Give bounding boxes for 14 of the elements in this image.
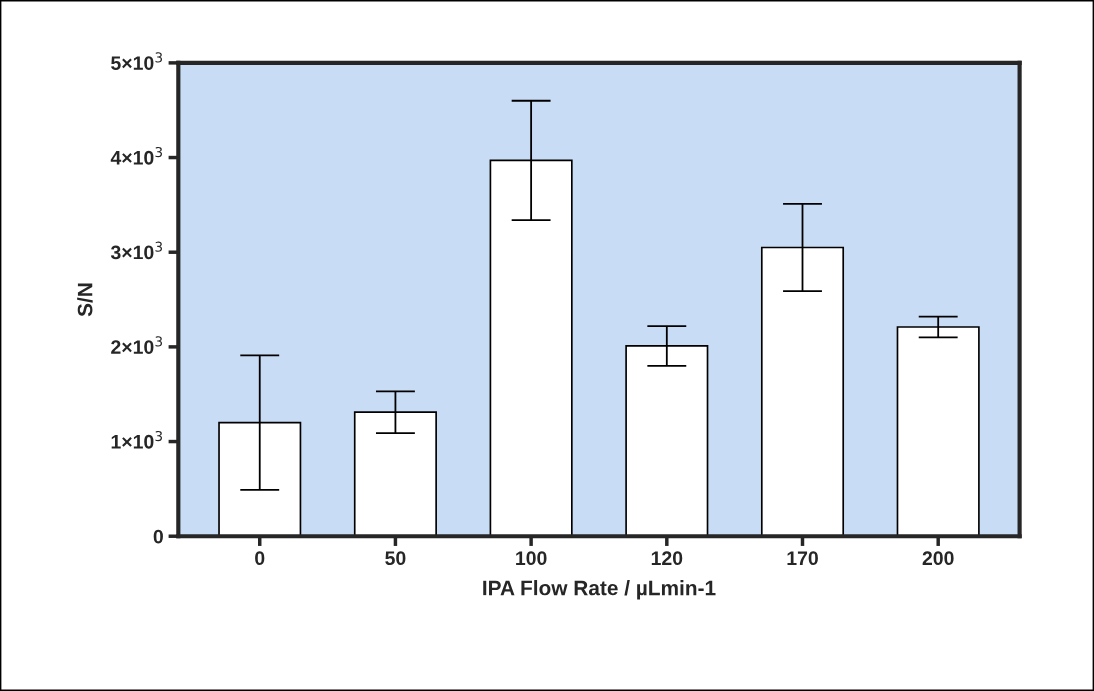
y-tick-label: 5×10$^{3}$ [111,52,163,70]
y-tick-label: 4×10$^{3}$ [110,146,163,165]
x-tick-label: 120 [651,551,683,566]
y-tick-label: 0 [153,529,163,544]
x-axis-title: IPA Flow Rate / µLmin-1 [483,580,716,600]
x-tick-label: 100 [516,551,547,566]
y-tick-label: 1×10$^{3}$ [111,430,163,449]
y-axis-title: S/N [77,283,93,317]
x-tick-label: 200 [922,551,954,566]
x-tick-label: 50 [385,551,406,566]
y-tick-label: 3×10$^{3}$ [110,241,163,260]
x-tick-label: 0 [255,551,265,566]
y-tick-label: 2×10$^{3}$ [111,336,163,354]
x-tick-label: 170 [787,551,818,566]
